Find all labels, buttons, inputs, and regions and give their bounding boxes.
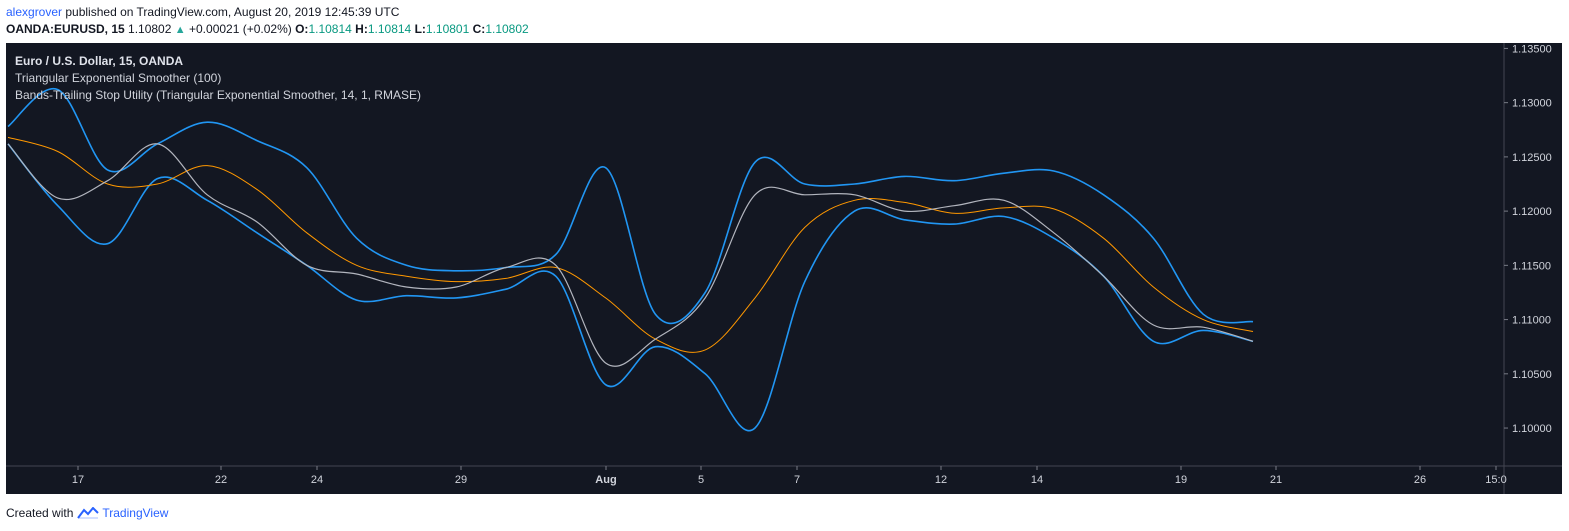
open-value: 1.10814 [308, 22, 352, 36]
tradingview-logo-icon [77, 507, 100, 519]
x-tick-label: 15:0 [1485, 474, 1506, 486]
x-tick-label: 19 [1175, 474, 1187, 486]
tradingview-link[interactable]: TradingView [77, 506, 168, 520]
chart-canvas[interactable]: 1.10000 1.10500 1.11000 1.11500 1.12000 1.125… [6, 43, 1562, 494]
x-tick-label: 7 [794, 474, 800, 486]
high-value: 1.10814 [367, 22, 412, 36]
created-with-text: Created with [6, 506, 74, 520]
x-tick-label: 22 [215, 474, 227, 486]
chart-pane[interactable]: 1.10000 1.10500 1.11000 1.11500 1.12000 1.125… [6, 43, 1562, 494]
y-tick-label: 1.12500 [1512, 152, 1552, 164]
tradingview-brand: TradingView [102, 506, 169, 520]
publish-line: alexgrover published on TradingView.com,… [6, 5, 399, 19]
legend-indicator-bands[interactable]: Bands-Trailing Stop Utility (Triangular … [15, 88, 421, 102]
y-tick-label: 1.11500 [1512, 260, 1551, 272]
y-tick-label: 1.13500 [1512, 43, 1552, 55]
chart-legend: Euro / U.S. Dollar, 15, OANDA Triangular… [15, 53, 421, 104]
triangle-up-icon: ▲ [174, 24, 186, 36]
series-price-line [7, 143, 1254, 367]
x-tick-label: 12 [935, 474, 947, 486]
x-tick-label: 5 [698, 474, 704, 486]
x-tick-label: 17 [72, 474, 84, 486]
y-tick-label: 1.13000 [1512, 98, 1552, 110]
y-tick-label: 1.12000 [1512, 206, 1552, 218]
close-label: C: [472, 22, 486, 36]
close-value: 1.10802 [485, 22, 529, 36]
open-label: O: [295, 22, 309, 36]
series-band-upper-line [7, 87, 1254, 325]
series-band-lower-line [7, 143, 1254, 432]
y-tick-label: 1.10000 [1512, 423, 1552, 435]
y-tick-label: 1.11000 [1512, 315, 1551, 327]
price-change: +0.00021 (+0.02%) [189, 22, 292, 36]
legend-title: Euro / U.S. Dollar, 15, OANDA [15, 54, 184, 68]
x-tick-label: 14 [1031, 474, 1043, 486]
low-label: L: [414, 22, 426, 36]
x-tick-label: 24 [311, 474, 323, 486]
footer: Created with TradingView [6, 506, 168, 520]
low-value: 1.10801 [425, 22, 470, 36]
x-tick-label: 21 [1270, 474, 1282, 486]
y-tick-label: 1.10500 [1512, 369, 1552, 381]
last-price: 1.10802 [128, 22, 172, 36]
quote-line: OANDA:EURUSD, 15 1.10802 ▲ +0.00021 (+0.… [6, 22, 529, 36]
high-label: H: [355, 22, 368, 36]
series-smoother-line [7, 136, 1254, 353]
symbol-label: OANDA:EURUSD, 15 [6, 22, 125, 36]
x-tick-label: 29 [455, 474, 467, 486]
x-tick-label: Aug [595, 474, 616, 486]
x-tick-label: 26 [1414, 474, 1426, 486]
legend-indicator-smoother[interactable]: Triangular Exponential Smoother (100) [15, 71, 222, 85]
author-link[interactable]: alexgrover [6, 5, 63, 19]
published-text: published on TradingView.com, August 20,… [62, 5, 400, 19]
